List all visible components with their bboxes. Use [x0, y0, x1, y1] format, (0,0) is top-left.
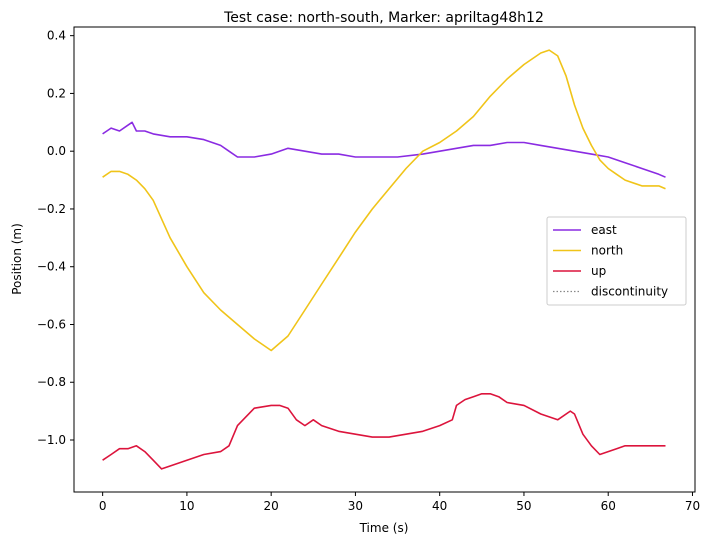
series-line-east	[102, 121, 666, 178]
y-axis: 0.4 0.2 0.0 −0.2 −0.4 −0.6 −0.8 −1.0	[37, 29, 74, 447]
series-layer	[102, 49, 666, 470]
plot-frame	[73, 26, 696, 493]
y-tick-label: −0.2	[37, 202, 66, 216]
y-tick-label: 0.0	[47, 144, 66, 158]
y-tick-label: −0.8	[37, 375, 66, 389]
x-tick-label: 50	[516, 499, 531, 513]
legend-label-north: north	[591, 244, 623, 258]
legend-label-discontinuity: discontinuity	[591, 285, 668, 299]
x-tick-label: 60	[601, 499, 616, 513]
x-tick-label: 70	[685, 499, 700, 513]
y-axis-label: Position (m)	[10, 223, 24, 295]
x-tick-label: 30	[348, 499, 363, 513]
series-line-up	[102, 392, 666, 470]
x-tick-label: 20	[264, 499, 279, 513]
chart-title: Test case: north-south, Marker: apriltag…	[223, 10, 544, 26]
legend-box	[546, 216, 687, 306]
legend-label-east: east	[591, 223, 617, 237]
y-tick-label: −1.0	[37, 433, 66, 447]
y-tick-label: 0.4	[47, 29, 66, 43]
y-tick-label: −0.6	[37, 317, 66, 331]
x-axis-label: Time (s)	[359, 521, 409, 535]
x-tick-label: 0	[99, 499, 107, 513]
y-tick-label: −0.4	[37, 260, 66, 274]
series-line-north	[102, 49, 666, 352]
x-tick-label: 40	[432, 499, 447, 513]
legend-label-up: up	[591, 264, 606, 278]
legend: east north up discontinuity	[546, 216, 687, 306]
y-tick-label: 0.2	[47, 86, 66, 100]
x-tick-label: 10	[179, 499, 194, 513]
x-axis: 0 10 20 30 40 50 60 70	[99, 492, 700, 513]
